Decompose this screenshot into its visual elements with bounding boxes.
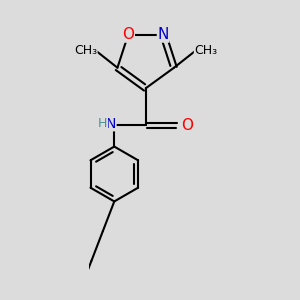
Text: N: N (106, 117, 116, 131)
Text: H: H (98, 117, 107, 130)
Text: N: N (158, 27, 169, 42)
Text: CH₃: CH₃ (74, 44, 97, 57)
Text: O: O (182, 118, 194, 133)
Text: O: O (122, 27, 134, 42)
Text: CH₃: CH₃ (194, 44, 218, 57)
